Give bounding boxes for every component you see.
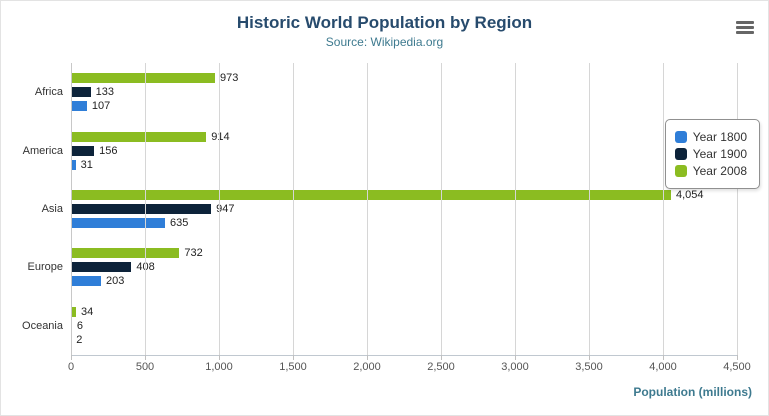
bar-oceania-year-2008[interactable] <box>71 306 77 317</box>
tick-mark <box>441 355 442 360</box>
legend-swatch <box>674 131 687 143</box>
tick-mark <box>663 355 664 360</box>
data-label: 133 <box>95 86 115 99</box>
tick-mark <box>145 355 146 360</box>
tick-mark <box>589 355 590 360</box>
bar-asia-year-2008[interactable] <box>71 190 671 201</box>
category-row: Europe732408203 <box>28 238 737 296</box>
x-axis-tick-label: 0 <box>67 361 75 373</box>
data-label: 156 <box>99 144 118 157</box>
gridline <box>589 63 590 355</box>
tick-mark <box>737 355 738 360</box>
x-axis-tick-label: 500 <box>135 361 155 373</box>
x-axis-tick-label: 3,500 <box>575 361 603 373</box>
gridline <box>71 63 72 355</box>
data-label: 34 <box>81 305 94 318</box>
data-label: 973 <box>220 72 239 85</box>
category-row: Africa 973 133 107 <box>35 63 737 121</box>
bar-africa-year-1800[interactable] <box>71 101 87 112</box>
legend-item-year-1800[interactable]: Year 1800 <box>674 130 747 144</box>
data-label: 203 <box>106 275 125 288</box>
category-row: Oceania 34 6 2 <box>22 297 737 355</box>
x-axis-title: Population (millions) <box>633 385 752 399</box>
bar-europe-year-1800[interactable] <box>71 276 102 287</box>
chart-subtitle: Source: Wikipedia.org <box>325 35 444 49</box>
category-label: America <box>22 144 63 157</box>
x-axis-tick-label: 3,000 <box>501 361 529 373</box>
data-label: 6 <box>76 319 83 332</box>
x-axis-tick-label: 2,500 <box>427 361 455 373</box>
gridline <box>293 63 294 355</box>
gridline <box>737 63 738 355</box>
data-label: 914 <box>211 130 230 143</box>
bar-africa-year-1900[interactable] <box>71 87 91 98</box>
legend-swatch <box>674 165 687 177</box>
bar-africa-year-2008[interactable] <box>71 73 215 84</box>
category-label: Oceania <box>22 319 63 332</box>
bar-asia-year-1800[interactable] <box>71 218 165 229</box>
legend-label: Year 1800 <box>692 130 747 144</box>
legend-item-year-1900[interactable]: Year 1900 <box>674 147 747 161</box>
bar-europe-year-1900[interactable] <box>71 262 132 273</box>
category-row: Asia 4,054 947 635 <box>42 180 737 238</box>
hamburger-menu-icon[interactable] <box>736 21 754 35</box>
legend-item-year-2008[interactable]: Year 2008 <box>674 164 747 178</box>
bar-america-year-1900[interactable] <box>71 145 95 156</box>
data-label: 31 <box>80 158 93 171</box>
gridline <box>366 63 368 355</box>
gridline <box>515 63 516 355</box>
data-label: 107 <box>91 100 111 113</box>
bar-asia-year-1900[interactable] <box>71 204 212 215</box>
bar-europe-year-2008[interactable] <box>71 248 180 259</box>
category-label: Europe <box>27 261 63 274</box>
x-axis-tick-label: 1,000 <box>205 361 233 373</box>
x-axis-tick-label: 2,000 <box>353 361 381 373</box>
bar-america-year-2008[interactable] <box>71 131 207 142</box>
tick-mark <box>71 355 72 360</box>
x-axis-tick-label: 1,500 <box>279 361 307 373</box>
data-label: 947 <box>216 203 235 216</box>
x-axis-tick-label: 4,500 <box>723 361 751 373</box>
tick-mark <box>367 355 368 360</box>
gridline <box>662 63 664 355</box>
tick-mark <box>219 355 220 360</box>
gridline <box>144 63 146 355</box>
bar-rows: Africa 973 133 107 America 914 156 31 Asia 4,054 9… <box>22 63 737 355</box>
tick-mark <box>293 355 294 360</box>
gridline <box>218 63 220 355</box>
gridline <box>441 63 442 355</box>
bar-america-year-1800[interactable] <box>71 159 76 170</box>
data-label: 4,054 <box>675 189 704 202</box>
legend-label: Year 1900 <box>692 147 747 161</box>
data-label: 635 <box>169 217 189 230</box>
x-axis-tick-label: 4,000 <box>649 361 677 373</box>
x-axis-tick-labels: 0 500 1,000 1,500 2,000 2,500 3,000 3,500 4,000 4… <box>1 361 768 375</box>
category-row: America 914 156 31 <box>23 121 737 179</box>
category-label: Africa <box>34 86 63 99</box>
chart-title: Historic World Population by Region <box>236 13 533 32</box>
legend: Year 1800 Year 1900 Year 2008 <box>664 119 760 189</box>
tick-mark <box>515 355 516 360</box>
legend-swatch <box>674 148 687 160</box>
category-label: Asia <box>41 203 63 216</box>
plot-area: Africa 973 133 107 America 914 156 31 Asia 4,054 9… <box>22 63 738 356</box>
data-label: 732 <box>184 247 203 260</box>
data-label: 2 <box>76 333 83 346</box>
legend-label: Year 2008 <box>692 164 747 178</box>
